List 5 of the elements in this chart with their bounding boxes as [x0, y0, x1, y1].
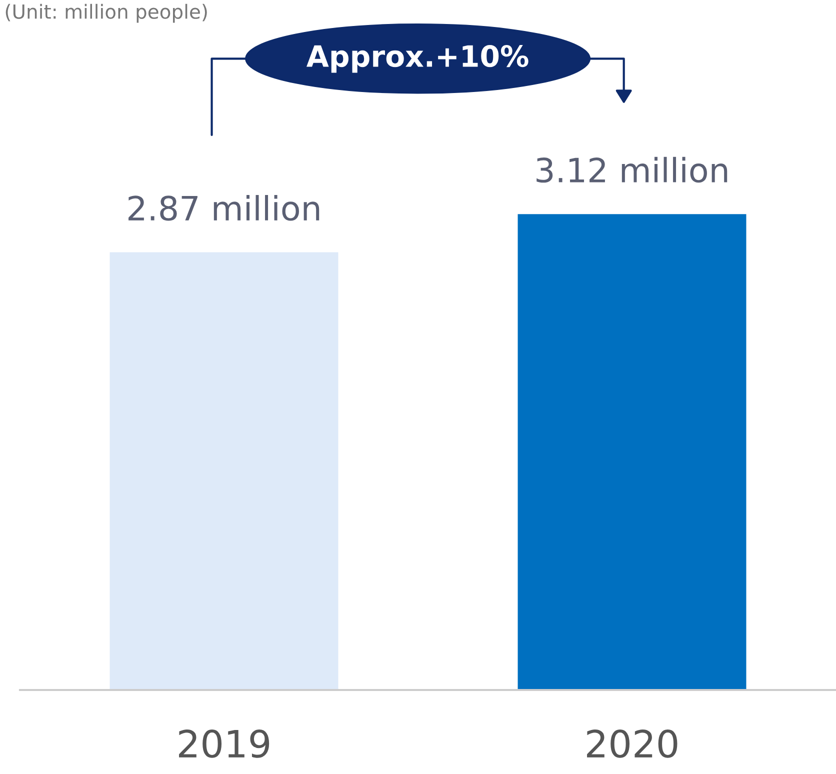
- data-label: 2.87 million: [128, 195, 320, 221]
- chart-subtitle: (Unit: million people): [6, 4, 207, 23]
- x-tick-label: 2019: [179, 730, 270, 758]
- data-label: 3.12 million: [536, 156, 728, 183]
- x-tick-label: 2020: [587, 730, 678, 758]
